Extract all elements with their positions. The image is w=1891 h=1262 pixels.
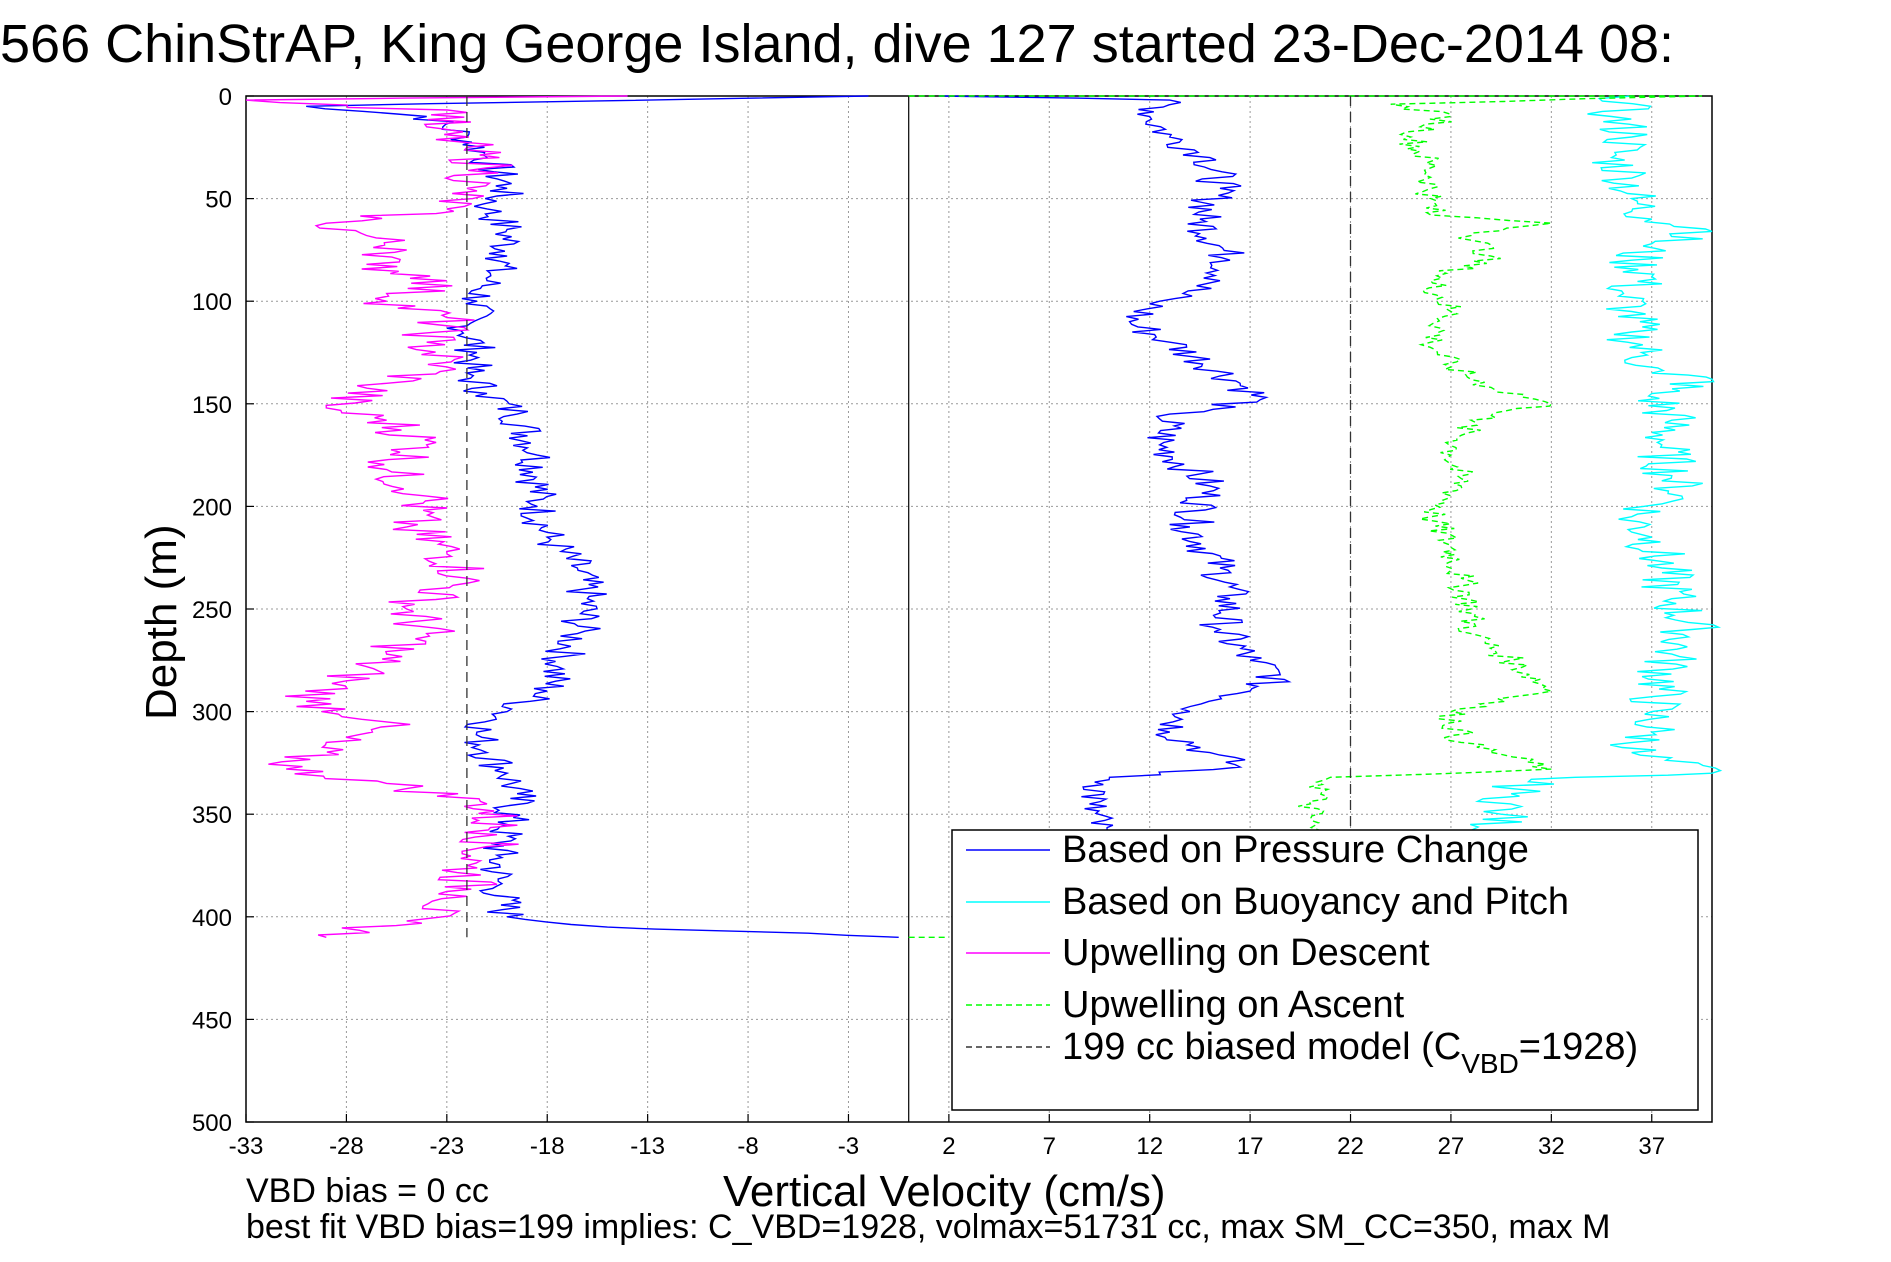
x-tick-label: 32 bbox=[1538, 1133, 1565, 1160]
x-tick-label: -3 bbox=[838, 1133, 859, 1160]
legend-box bbox=[951, 829, 1699, 1111]
x-tick-label: -33 bbox=[229, 1133, 264, 1160]
x-tick-label: -8 bbox=[737, 1133, 758, 1160]
y-tick-label: 250 bbox=[192, 597, 232, 624]
series-line-4 bbox=[908, 95, 1703, 836]
legend-label: Based on Buoyancy and Pitch bbox=[1062, 881, 1569, 923]
y-tick-label: 400 bbox=[192, 905, 232, 932]
legend-label: Based on Pressure Change bbox=[1062, 829, 1529, 871]
legend-label: Upwelling on Ascent bbox=[1062, 984, 1405, 1026]
y-tick-label: 450 bbox=[192, 1007, 232, 1034]
y-tick-label: 350 bbox=[192, 802, 232, 829]
series-layer bbox=[245, 95, 1723, 938]
y-tick-label: 50 bbox=[205, 187, 232, 214]
footer-line-1: VBD bias = 0 cc bbox=[246, 1172, 489, 1210]
y-tick-label: 300 bbox=[192, 700, 232, 727]
legend: Based on Pressure Change Based on Buoyanc… bbox=[951, 829, 1699, 1111]
x-tick-label: 7 bbox=[1043, 1133, 1056, 1160]
series-line-1-part-2 bbox=[938, 95, 1292, 836]
y-axis-label: Depth (m) bbox=[137, 524, 186, 720]
x-axis-ticks: -33 -28 -23 -18 -13 -8 -3 2 7 12 17 22 27 32 37 bbox=[229, 1114, 1665, 1160]
x-tick-label: 37 bbox=[1638, 1133, 1665, 1160]
x-tick-label: 17 bbox=[1237, 1133, 1264, 1160]
y-tick-label: 150 bbox=[192, 392, 232, 419]
series-line-1 bbox=[306, 95, 899, 938]
y-tick-label: 500 bbox=[192, 1110, 232, 1137]
y-tick-label: 100 bbox=[192, 289, 232, 316]
x-tick-label: -23 bbox=[429, 1133, 464, 1160]
y-tick-label: 0 bbox=[219, 84, 232, 111]
x-tick-label: 22 bbox=[1337, 1133, 1364, 1160]
series-line-2 bbox=[1470, 95, 1723, 836]
x-tick-label: 27 bbox=[1438, 1133, 1465, 1160]
y-tick-label: 200 bbox=[192, 494, 232, 521]
x-tick-label: 12 bbox=[1136, 1133, 1163, 1160]
y-axis-ticks: 0 50 100 150 200 250 300 350 400 450 500 bbox=[192, 84, 254, 1137]
x-tick-label: -13 bbox=[630, 1133, 665, 1160]
chart-title: 566 ChinStrAP, King George Island, dive … bbox=[0, 14, 1674, 74]
x-axis-label: Vertical Velocity (cm/s) bbox=[723, 1167, 1166, 1216]
x-tick-label: -18 bbox=[530, 1133, 565, 1160]
x-tick-label: 2 bbox=[942, 1133, 955, 1160]
legend-label: Upwelling on Descent bbox=[1062, 932, 1430, 974]
x-tick-label: -28 bbox=[329, 1133, 364, 1160]
series-line-3 bbox=[245, 95, 628, 938]
legend-label: 199 cc biased model (CVBD=1928) bbox=[1062, 1026, 1638, 1079]
footer-line-2: best fit VBD bias=199 implies: C_VBD=192… bbox=[246, 1208, 1610, 1246]
